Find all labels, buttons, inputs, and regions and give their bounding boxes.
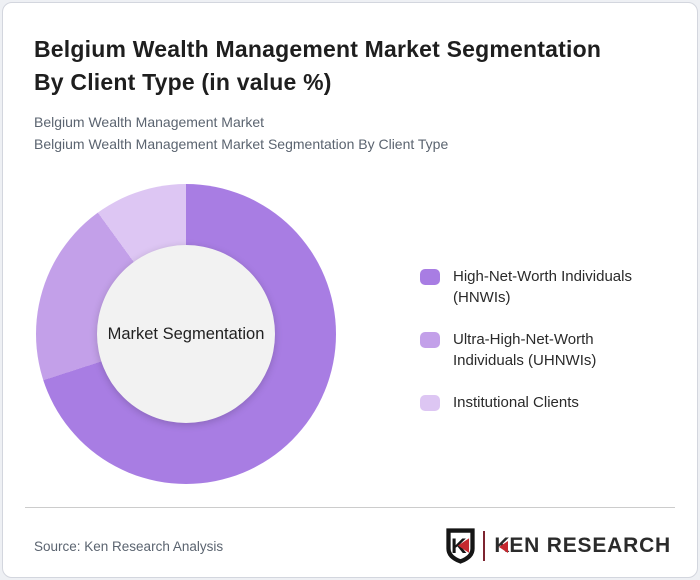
ken-research-shield-icon: K bbox=[446, 528, 475, 564]
chart-legend: High-Net-Worth Individuals (HNWIs) Ultra… bbox=[420, 266, 632, 413]
page-title: Belgium Wealth Management Market Segment… bbox=[34, 33, 657, 99]
page-title-line1: Belgium Wealth Management Market Segment… bbox=[34, 36, 602, 62]
legend-item-institutional: Institutional Clients bbox=[420, 392, 632, 413]
logo-divider bbox=[482, 531, 486, 561]
legend-item-uhnwi: Ultra-High-Net-Worth Individuals (UHNWIs… bbox=[420, 329, 632, 371]
legend-label-line: Individuals (UHNWIs) bbox=[453, 352, 597, 369]
legend-label: Institutional Clients bbox=[453, 392, 579, 413]
donut-center-label: Market Segmentation bbox=[107, 324, 265, 343]
legend-label-line: High-Net-Worth Individuals bbox=[453, 268, 632, 285]
legend-item-hnwi: High-Net-Worth Individuals (HNWIs) bbox=[420, 266, 632, 308]
logo-text: K EN RESEARCH bbox=[494, 534, 671, 558]
legend-label: High-Net-Worth Individuals (HNWIs) bbox=[453, 266, 632, 308]
legend-label-line: Ultra-High-Net-Worth bbox=[453, 331, 594, 348]
chart-subtitle-line1: Belgium Wealth Management Market bbox=[34, 114, 265, 130]
chart-subtitle: Belgium Wealth Management Market Belgium… bbox=[34, 111, 657, 155]
donut-chart: Market Segmentation bbox=[36, 184, 336, 484]
legend-label-line: Institutional Clients bbox=[453, 394, 579, 411]
chart-subtitle-line2: Belgium Wealth Management Market Segment… bbox=[34, 136, 449, 152]
page-title-line2: By Client Type (in value %) bbox=[34, 69, 332, 95]
source-text: Source: Ken Research Analysis bbox=[34, 538, 224, 554]
legend-swatch bbox=[420, 332, 440, 348]
ken-research-logo: K K EN RESEARCH bbox=[445, 528, 671, 564]
red-triangle-icon bbox=[499, 541, 509, 553]
footer-divider bbox=[25, 507, 675, 508]
logo-rest-text: EN RESEARCH bbox=[509, 534, 671, 557]
footer: Source: Ken Research Analysis K K EN RES… bbox=[34, 523, 671, 569]
legend-label-line: (HNWIs) bbox=[453, 289, 511, 306]
legend-label: Ultra-High-Net-Worth Individuals (UHNWIs… bbox=[453, 329, 596, 371]
legend-swatch bbox=[420, 395, 440, 411]
donut-hole: Market Segmentation bbox=[97, 245, 275, 423]
legend-swatch bbox=[420, 269, 440, 285]
